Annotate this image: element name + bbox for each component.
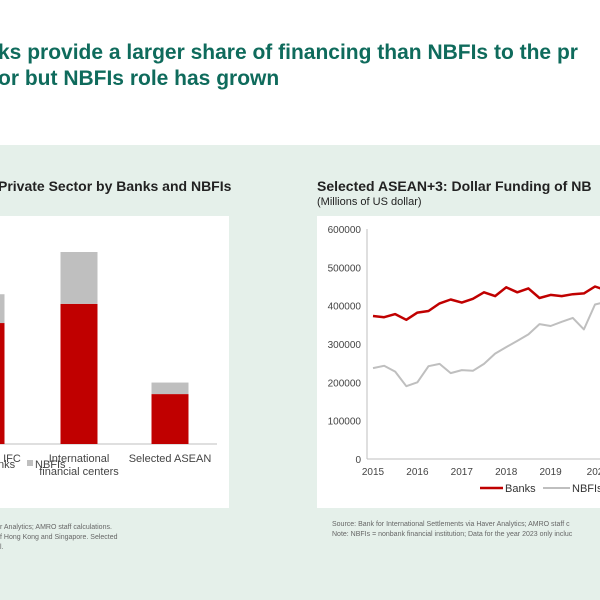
right-source-note: Source: Bank for International Settlemen… xyxy=(332,520,572,540)
y-tick-label: 300000 xyxy=(328,340,362,351)
series-line-banks xyxy=(372,285,600,322)
legend-label-nbfis: NBFIs xyxy=(35,459,66,471)
left-chart-title: Private Sector by Banks and NBFIs xyxy=(0,178,232,194)
x-tick-label: 2018 xyxy=(495,467,518,478)
series-line-nbfis xyxy=(372,302,600,388)
left-source-note: r Analytics; AMRO staff calculations. f … xyxy=(0,523,118,553)
y-tick-label: 0 xyxy=(355,455,361,466)
left-source-line3: l. xyxy=(0,544,4,551)
y-tick-label: 500000 xyxy=(328,263,362,274)
bar-nbfis-0 xyxy=(0,294,5,324)
right-source-line2: Note: NBFIs = nonbank financial institut… xyxy=(332,531,573,538)
y-tick-label: 100000 xyxy=(328,417,362,428)
x-tick-label: financial centers xyxy=(39,466,119,478)
slide-title-line2: or but NBFIs role has grown xyxy=(0,67,280,90)
bar-banks-2 xyxy=(151,394,189,444)
right-chart-title: Selected ASEAN+3: Dollar Funding of NB xyxy=(317,178,592,194)
x-tick-label: 2019 xyxy=(539,467,562,478)
bar-banks-1 xyxy=(60,303,98,444)
y-tick-label: 400000 xyxy=(328,302,362,313)
legend-label-banks: nks xyxy=(0,459,16,471)
x-tick-label: International xyxy=(49,453,110,465)
left-source-line1: r Analytics; AMRO staff calculations. xyxy=(0,524,112,531)
x-tick-label: 2016 xyxy=(406,467,429,478)
right-chart-subtitle: (Millions of US dollar) xyxy=(317,196,422,208)
slide-title-line1: ks provide a larger share of financing t… xyxy=(0,41,578,64)
slide-title: ks provide a larger share of financing t… xyxy=(0,40,600,92)
x-tick-label: 2017 xyxy=(451,467,474,478)
x-tick-label: 2015 xyxy=(362,467,385,478)
right-source-line1: Source: Bank for International Settlemen… xyxy=(332,521,570,528)
legend-label-nbfis: NBFIs xyxy=(572,483,600,495)
bar-banks-0 xyxy=(0,323,5,444)
legend-swatch-nbfis xyxy=(27,460,33,466)
left-source-line2: f Hong Kong and Singapore. Selected xyxy=(0,534,118,541)
right-chart-panel: 0 100000 200000 300000 400000 500000 600000 201… xyxy=(317,216,600,508)
x-tick-label: Selected ASEAN xyxy=(129,453,212,465)
x-tick-label: 202 xyxy=(587,467,600,478)
bar-nbfis-1 xyxy=(60,252,98,304)
y-tick-label: 600000 xyxy=(328,225,362,236)
left-chart-panel: IFC International financial centers Selecte… xyxy=(0,216,229,508)
x-tick-label: IFC xyxy=(3,453,21,465)
legend-label-banks: Banks xyxy=(505,483,536,495)
y-tick-label: 200000 xyxy=(328,378,362,389)
line-chart: 0 100000 200000 300000 400000 500000 600000 201… xyxy=(328,225,600,495)
bar-nbfis-2 xyxy=(151,382,189,395)
